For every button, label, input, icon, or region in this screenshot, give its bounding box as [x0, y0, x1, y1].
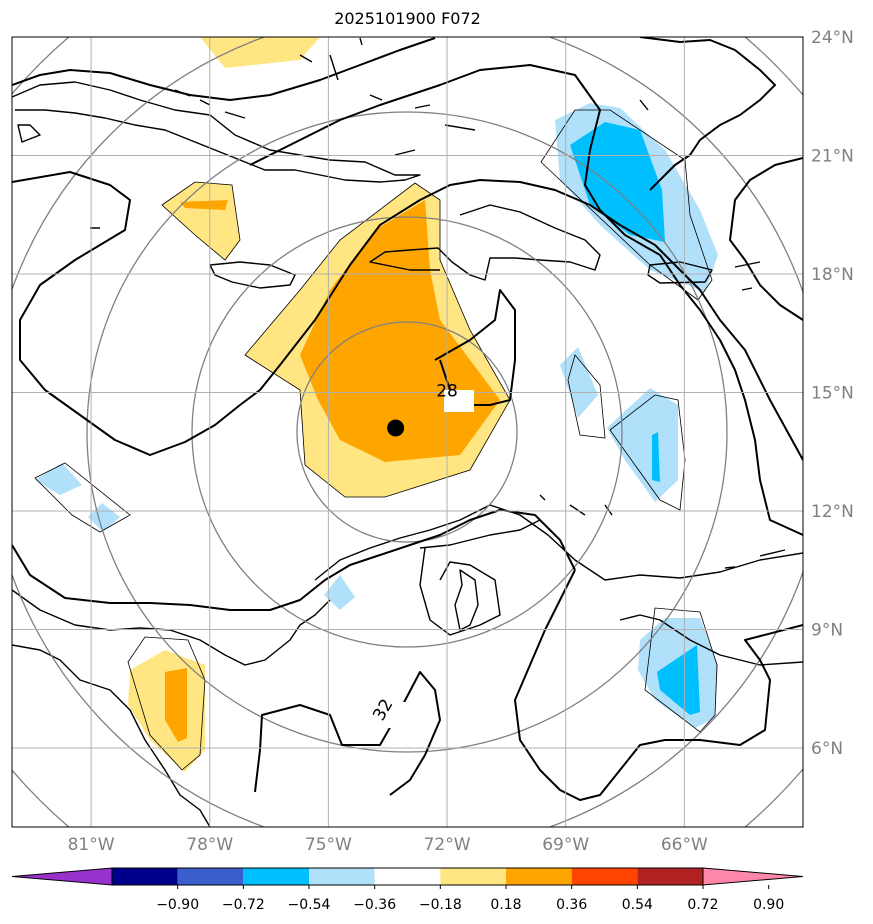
- colorbar-tick-label: −0.18: [419, 897, 462, 913]
- colorbar-tick-label: −0.36: [353, 897, 396, 913]
- negative-anomaly-medium: [652, 432, 660, 482]
- colorbar-extend-high: [702, 867, 804, 886]
- lon-tick-label: 78°W: [186, 835, 233, 855]
- orinoco-delta: [619, 614, 803, 666]
- lat-lon-grid: [12, 37, 803, 827]
- contour-line: [249, 64, 803, 536]
- colorbar-tick-label: 0.54: [622, 897, 653, 913]
- colorbar-tick-label: 0.90: [753, 897, 784, 913]
- latitude-labels: 24°N 21°N 18°N 15°N 12°N 9°N 6°N: [811, 28, 854, 759]
- colorbar-tick-label: −0.72: [222, 897, 265, 913]
- colorbar-tick-label: 0.18: [490, 897, 521, 913]
- colorbar-segment: [637, 868, 703, 885]
- contour-label: 28: [436, 381, 458, 401]
- negative-anomaly-medium: [570, 122, 665, 242]
- negative-anomaly-light: [35, 463, 82, 495]
- contour-line: [254, 671, 441, 796]
- contour-line: [729, 157, 803, 321]
- storm-center-marker: [387, 419, 405, 437]
- negative-anomaly-light: [607, 388, 678, 502]
- venezuela-inner-coast: [419, 519, 541, 549]
- positive-anomaly-medium: [165, 668, 187, 742]
- negative-anomaly-light: [324, 575, 355, 610]
- lon-tick-label: 66°W: [661, 835, 708, 855]
- lat-tick-label: 9°N: [811, 621, 843, 641]
- panama-coast: [12, 589, 331, 666]
- colorbar-segment: [177, 868, 244, 885]
- hispaniola-coast: [369, 204, 601, 281]
- colorbar-tick-label: −0.90: [156, 897, 199, 913]
- colorbar-outline: [111, 867, 704, 886]
- colorbar-segment: [374, 868, 441, 885]
- longitude-labels: 81°W 78°W 75°W 72°W 69°W 66°W: [68, 835, 708, 855]
- anomaly-outlines: [34, 109, 718, 771]
- lon-tick-label: 72°W: [424, 835, 471, 855]
- lake-maracaibo: [454, 569, 479, 631]
- map-title: 2025101900 F072: [334, 9, 481, 28]
- negative-anomaly-medium: [657, 645, 700, 715]
- colorbar-segment: [506, 868, 572, 885]
- anomaly-shading: [35, 37, 718, 772]
- positive-anomaly-light: [200, 37, 320, 68]
- lon-tick-label: 75°W: [305, 835, 352, 855]
- puerto-rico-coast: [647, 261, 713, 284]
- positive-anomaly-medium: [180, 200, 228, 210]
- colorbar-segment: [571, 868, 638, 885]
- south-america-coast: [314, 504, 803, 636]
- colorbar-extend-low: [11, 867, 113, 886]
- bahamas-islands: [17, 89, 246, 229]
- lon-tick-label: 69°W: [542, 835, 589, 855]
- negative-anomaly-light: [560, 347, 598, 418]
- colorbar-segment: [243, 868, 309, 885]
- colombia-pacific-coast: [12, 644, 211, 827]
- contour-line: [514, 569, 803, 801]
- coastlines: [12, 37, 803, 827]
- lat-tick-label: 6°N: [811, 739, 843, 759]
- colorbar-segment: [440, 868, 506, 885]
- negative-anomaly-light: [88, 503, 120, 532]
- colorbar-tick-label: 0.72: [687, 897, 718, 913]
- lat-tick-label: 12°N: [811, 502, 854, 522]
- lat-tick-label: 24°N: [811, 28, 854, 48]
- colorbar-segment: [112, 868, 178, 885]
- contour-line: [12, 171, 803, 461]
- colorbar: [11, 867, 804, 889]
- plot-frame: [11, 36, 804, 828]
- colorbar-tick-labels: −0.90 −0.72 −0.54 −0.36 −0.18 0.18 0.36 0.54 0.7…: [156, 897, 784, 913]
- cuba-coast: [12, 81, 421, 183]
- colorbar-tick-label: −0.54: [288, 897, 331, 913]
- contour-line: [12, 509, 576, 611]
- lat-tick-label: 15°N: [811, 384, 854, 404]
- lon-tick-label: 81°W: [68, 835, 115, 855]
- lat-tick-label: 21°N: [811, 147, 854, 167]
- jamaica-coast: [209, 261, 296, 289]
- lat-tick-label: 18°N: [811, 265, 854, 285]
- positive-anomaly-light: [162, 182, 240, 260]
- colorbar-segment: [309, 868, 375, 885]
- colorbar-tick-label: 0.36: [556, 897, 587, 913]
